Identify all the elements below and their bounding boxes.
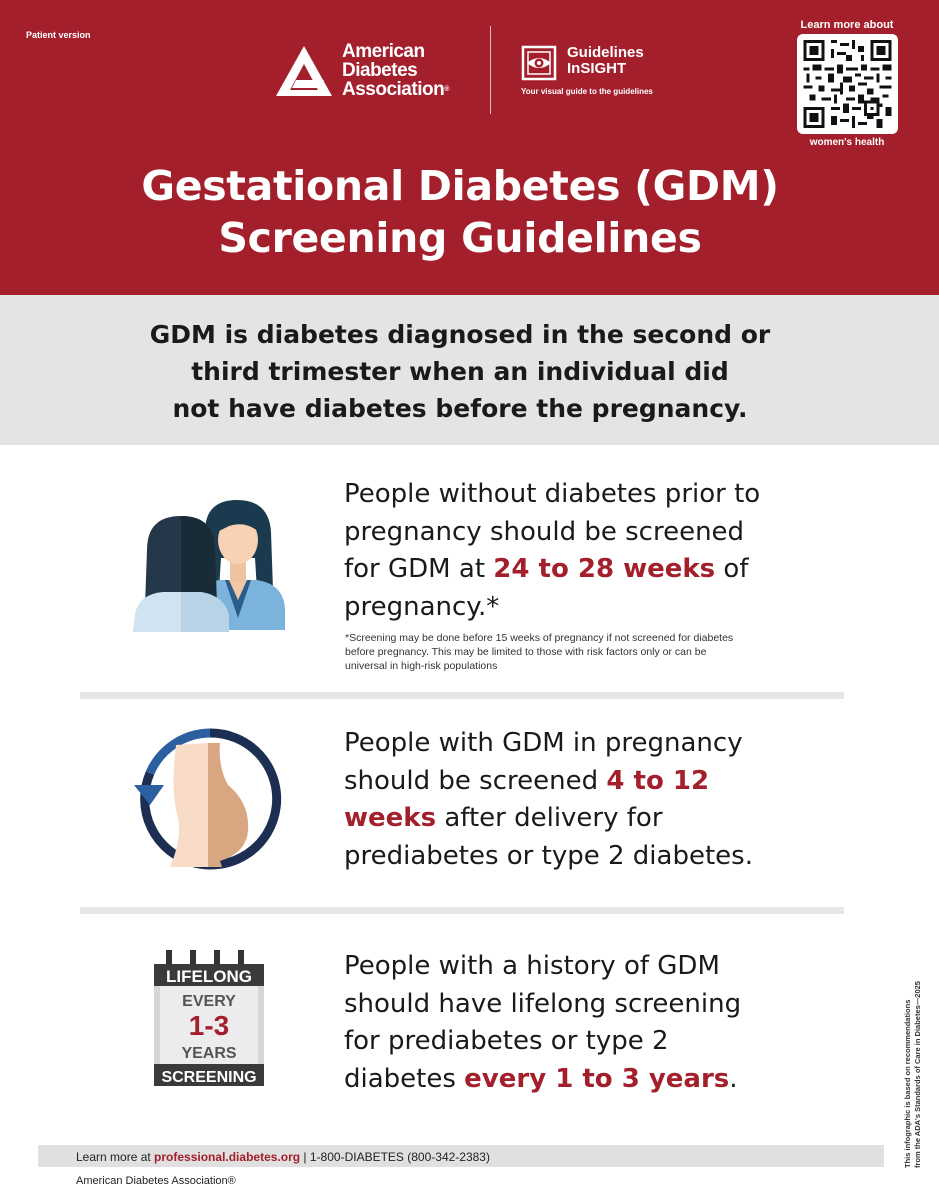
page-title: Gestational Diabetes (GDM) Screening Gui…: [0, 160, 920, 264]
section1-line1: People without diabetes prior to: [344, 479, 761, 509]
section-lifelong-screening: People with a history of GDM should have…: [344, 948, 741, 1098]
ada-registered-mark: ®: [444, 86, 449, 93]
screening-footnote: *Screening may be done before 15 weeks o…: [345, 631, 835, 673]
side-note-line2: from the ADA's Standards of Care in Diab…: [913, 981, 922, 1168]
calendar-years-label: YEARS: [181, 1045, 236, 1062]
footer-phone: | 1-800-DIABETES (800-342-2383): [300, 1150, 490, 1164]
calendar-bottom-label: SCREENING: [161, 1069, 256, 1086]
footer-website-link[interactable]: professional.diabetes.org: [154, 1150, 301, 1164]
section2-line2-pre: should be screened: [344, 765, 607, 796]
qr-code[interactable]: [797, 34, 898, 134]
calendar-number-label: 1-3: [189, 1010, 229, 1041]
two-women-icon: [133, 498, 289, 636]
section2-line1: People with GDM in pregnancy: [344, 728, 743, 758]
section1-line4: pregnancy.*: [344, 591, 500, 622]
qr-code-icon: [803, 40, 892, 128]
page-title-line2: Screening Guidelines: [218, 214, 702, 262]
definition-band: [0, 295, 939, 445]
section-initial-screening: People without diabetes prior to pregnan…: [344, 476, 760, 626]
section-postpartum-screening: People with GDM in pregnancy should be s…: [344, 725, 753, 875]
ada-name-line2: Diabetes: [342, 60, 418, 81]
pregnancy-cycle-icon: [132, 727, 282, 875]
section3-line4-pre: diabetes: [344, 1063, 465, 1094]
header-divider: [490, 26, 491, 114]
section3-line3: for prediabetes or type 2: [344, 1026, 669, 1056]
section2-line4: prediabetes or type 2 diabetes.: [344, 840, 753, 871]
footer-learn-more: Learn more at: [76, 1150, 155, 1164]
calendar-top-label: LIFELONG: [166, 967, 252, 986]
definition-line1: GDM is diabetes diagnosed in the second …: [149, 320, 771, 349]
footnote-line1: *Screening may be done before 15 weeks o…: [345, 632, 734, 644]
qr-caption-bottom: women's health: [809, 137, 885, 148]
patient-version-label: Patient version: [26, 30, 91, 40]
section-divider-2: [80, 907, 844, 914]
section3-highlight: every 1 to 3 years: [464, 1063, 730, 1094]
calendar-every-label: EVERY: [182, 993, 236, 1010]
footnote-line2: before pregnancy. This may be limited to…: [345, 646, 707, 658]
section-divider-1: [80, 692, 844, 699]
footer-bar: [38, 1145, 884, 1167]
page-title-line1: Gestational Diabetes (GDM): [141, 162, 779, 210]
footer-contact: Learn more at professional.diabetes.org …: [76, 1150, 490, 1164]
section3-line4-post: .: [729, 1063, 738, 1094]
section1-highlight: 24 to 28 weeks: [493, 554, 716, 584]
insight-title-line1: Guidelines: [567, 44, 644, 61]
definition-line2: third trimester when an individual did: [191, 357, 729, 386]
side-note-line1: This infographic is based on recommendat…: [903, 999, 912, 1168]
section2-highlight-b: weeks: [344, 803, 437, 833]
gdm-definition: GDM is diabetes diagnosed in the second …: [0, 316, 920, 427]
section1-line3-post: of: [715, 554, 749, 584]
ada-name-line1: American: [342, 41, 425, 62]
insight-tagline: Your visual guide to the guidelines: [521, 87, 653, 96]
ada-logo: American Diabetes Association®: [274, 42, 449, 99]
guidelines-insight-logo: Guidelines InSIGHT: [521, 45, 644, 81]
section2-line3-post: after delivery for: [436, 803, 663, 833]
section3-line2: should have lifelong screening: [344, 988, 742, 1019]
section1-line3-pre: for GDM at: [344, 554, 494, 584]
footer-organization: American Diabetes Association®: [76, 1175, 236, 1187]
ada-triangle-icon: [276, 45, 332, 96]
source-side-note: This infographic is based on recommendat…: [893, 958, 927, 1168]
insight-title-line2: InSIGHT: [567, 60, 627, 77]
section3-line1: People with a history of GDM: [344, 951, 720, 981]
ada-name-line3: Association: [342, 79, 445, 100]
qr-caption-top: Learn more about: [800, 19, 894, 31]
header-banner: [0, 0, 939, 295]
section1-line2: pregnancy should be screened: [344, 516, 745, 547]
section2-highlight-a: 4 to 12: [606, 765, 710, 796]
footnote-line3: universal in high-risk populations: [345, 660, 498, 672]
definition-line3: not have diabetes before the pregnancy.: [172, 394, 748, 423]
eye-in-frame-icon: [521, 45, 557, 81]
calendar-icon: LIFELONG EVERY 1-3 YEARS SCREENING: [154, 950, 264, 1094]
